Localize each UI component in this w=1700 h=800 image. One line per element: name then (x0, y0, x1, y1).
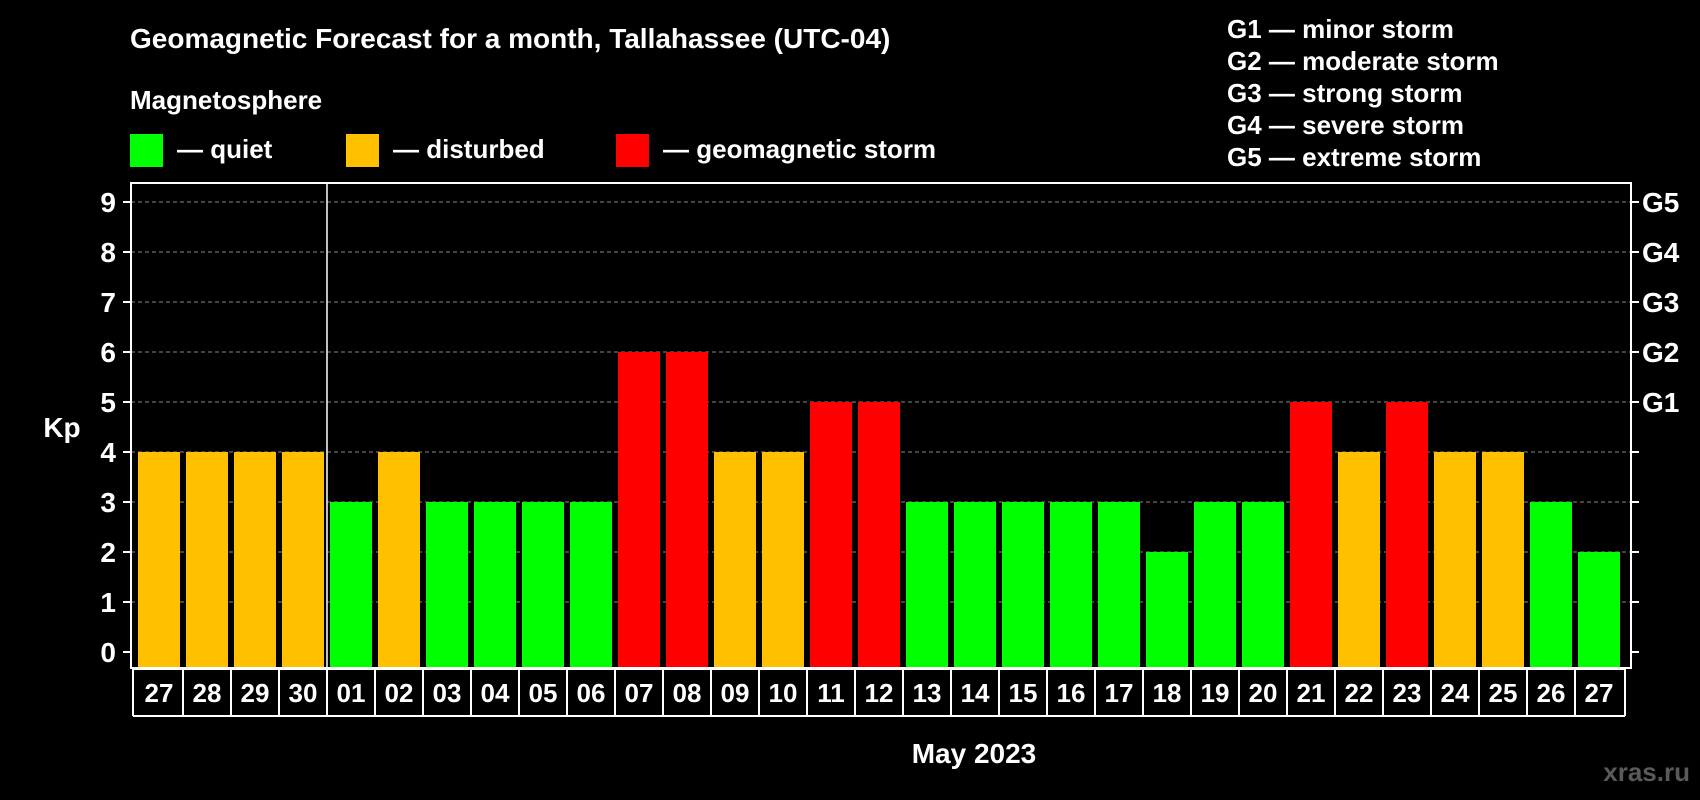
x-tick-label-22: 19 (1201, 678, 1230, 708)
x-tick-label-15: 12 (865, 678, 894, 708)
storm-scale-item-2: G3 — strong storm (1227, 78, 1462, 108)
x-tick-label-8: 05 (529, 678, 558, 708)
y-tick-label-6: 6 (100, 337, 116, 368)
y-tick-label-4: 4 (100, 437, 116, 468)
storm-scale-item-0: G1 — minor storm (1227, 14, 1454, 44)
x-tick-label-16: 13 (913, 678, 942, 708)
x-tick-label-10: 07 (625, 678, 654, 708)
x-tick-label-25: 22 (1345, 678, 1374, 708)
x-tick-label-13: 10 (769, 678, 798, 708)
x-tick-label-4: 01 (337, 678, 366, 708)
storm-scale-item-3: G4 — severe storm (1227, 110, 1464, 140)
x-tick-label-2: 29 (241, 678, 270, 708)
y-tick-label-5: 5 (100, 387, 116, 418)
bar-24 (1290, 402, 1332, 668)
x-tick-label-18: 15 (1009, 678, 1038, 708)
x-tick-label-28: 25 (1489, 678, 1518, 708)
y-tick-label-2: 2 (100, 537, 116, 568)
right-axis-label-3: G4 (1642, 237, 1680, 268)
bar-17 (954, 502, 996, 668)
y-tick-label-0: 0 (100, 637, 116, 668)
right-axis-label-4: G5 (1642, 187, 1679, 218)
bar-11 (666, 352, 708, 668)
right-axis-label-1: G2 (1642, 337, 1679, 368)
legend-label-0: — quiet (177, 134, 273, 164)
bar-14 (810, 402, 852, 668)
bar-2 (234, 452, 276, 668)
x-tick-label-27: 24 (1441, 678, 1470, 708)
bar-10 (618, 352, 660, 668)
x-tick-label-17: 14 (961, 678, 990, 708)
y-axis-label: Kp (43, 412, 80, 443)
bar-13 (762, 452, 804, 668)
bar-27 (1434, 452, 1476, 668)
x-tick-label-20: 17 (1105, 678, 1134, 708)
legend: — quiet — disturbed — geomagnetic storm (130, 134, 936, 167)
y-tick-label-1: 1 (100, 587, 116, 618)
bar-15 (858, 402, 900, 668)
bar-18 (1002, 502, 1044, 668)
y-tick-label-3: 3 (100, 487, 116, 518)
bar-0 (138, 452, 180, 668)
x-tick-label-19: 16 (1057, 678, 1086, 708)
storm-scale-item-4: G5 — extreme storm (1227, 142, 1481, 172)
bar-19 (1050, 502, 1092, 668)
bar-1 (186, 452, 228, 668)
bar-26 (1386, 402, 1428, 668)
bar-29 (1530, 502, 1572, 668)
right-axis-label-2: G3 (1642, 287, 1679, 318)
bar-20 (1098, 502, 1140, 668)
bar-12 (714, 452, 756, 668)
x-tick-label-7: 04 (481, 678, 510, 708)
x-tick-label-29: 26 (1537, 678, 1566, 708)
bar-21 (1146, 552, 1188, 668)
x-tick-label-3: 30 (289, 678, 318, 708)
bar-6 (426, 502, 468, 668)
x-tick-label-26: 23 (1393, 678, 1422, 708)
legend-swatch-1 (346, 134, 379, 167)
x-tick-label-30: 27 (1585, 678, 1614, 708)
x-tick-label-11: 08 (673, 678, 702, 708)
y-tick-label-8: 8 (100, 237, 116, 268)
x-axis-label: May 2023 (912, 738, 1037, 769)
x-tick-label-1: 28 (193, 678, 222, 708)
bar-16 (906, 502, 948, 668)
bar-3 (282, 452, 324, 668)
x-tick-label-14: 11 (817, 678, 845, 708)
bar-8 (522, 502, 564, 668)
x-tick-label-23: 20 (1249, 678, 1278, 708)
bar-23 (1242, 502, 1284, 668)
x-tick-label-24: 21 (1297, 678, 1326, 708)
x-tick-label-6: 03 (433, 678, 462, 708)
x-tick-label-5: 02 (385, 678, 414, 708)
chart-subtitle: Magnetosphere (130, 85, 322, 115)
x-tick-label-0: 27 (145, 678, 174, 708)
bar-28 (1482, 452, 1524, 668)
x-tick-label-12: 09 (721, 678, 750, 708)
bar-7 (474, 502, 516, 668)
bar-22 (1194, 502, 1236, 668)
bar-5 (378, 452, 420, 668)
legend-swatch-2 (616, 134, 649, 167)
legend-label-2: — geomagnetic storm (663, 134, 936, 164)
legend-label-1: — disturbed (393, 134, 545, 164)
x-tick-label-9: 06 (577, 678, 606, 708)
bar-30 (1578, 552, 1620, 668)
bar-4 (330, 502, 372, 668)
y-tick-label-9: 9 (100, 187, 116, 218)
x-tick-label-21: 18 (1153, 678, 1182, 708)
legend-swatch-0 (130, 134, 163, 167)
y-tick-label-7: 7 (100, 287, 116, 318)
watermark: xras.ru (1603, 757, 1690, 787)
bar-25 (1338, 452, 1380, 668)
bar-9 (570, 502, 612, 668)
chart-title: Geomagnetic Forecast for a month, Tallah… (130, 23, 890, 54)
storm-scale-item-1: G2 — moderate storm (1227, 46, 1499, 76)
right-axis-label-0: G1 (1642, 387, 1679, 418)
